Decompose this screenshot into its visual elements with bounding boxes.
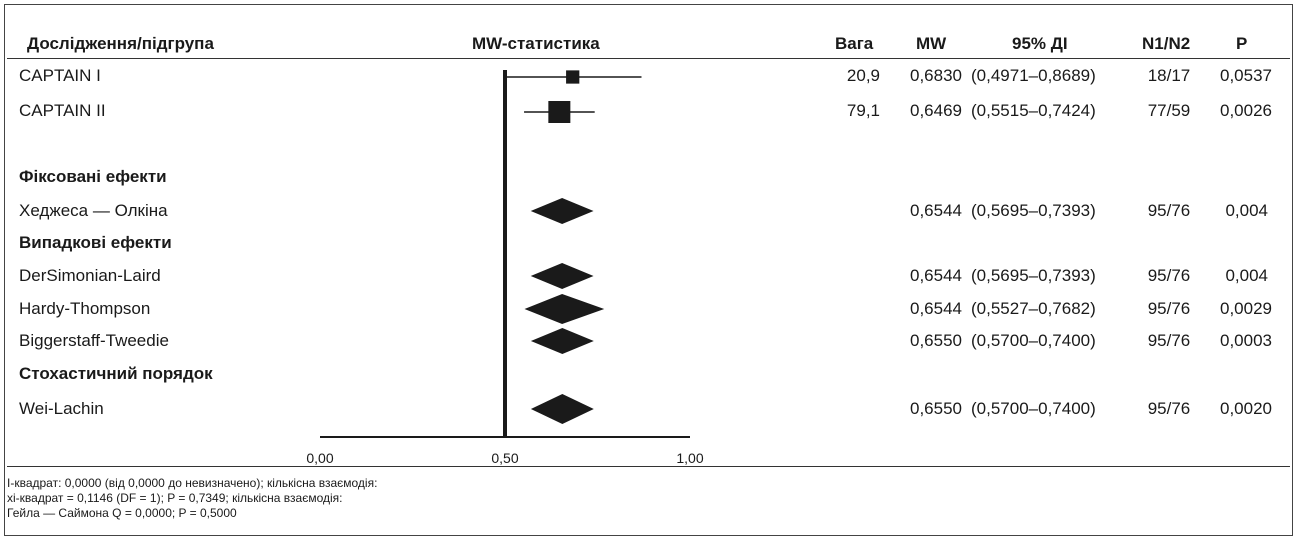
header-stat: MW-статистика: [472, 34, 600, 53]
header-ci: 95% ДІ: [1012, 34, 1068, 53]
row-label-captain-2: CAPTAIN II: [19, 101, 106, 120]
row-mw: 0,6550: [910, 399, 962, 418]
header-divider: [7, 58, 1290, 59]
x-tick-label: 1,00: [676, 450, 703, 466]
header-p: P: [1236, 34, 1248, 53]
footer-divider: [7, 466, 1290, 467]
row-n: 95/76: [1147, 201, 1191, 220]
row-n: 95/76: [1147, 399, 1191, 418]
row-ci: (0,4971–0,8689): [971, 66, 1096, 85]
row-p: 0,0020: [1220, 399, 1272, 418]
row-label-captain-1: CAPTAIN I: [19, 66, 101, 85]
section-stochastic-order: Стохастичний порядок: [19, 364, 213, 383]
row-n: 95/76: [1147, 331, 1191, 350]
row-label-hedges-olkin: Хеджеса — Олкіна: [19, 201, 168, 220]
row-label-dersimonian-laird: DerSimonian-Laird: [19, 266, 161, 285]
pooled-diamond: [530, 394, 594, 424]
row-p: 0,0003: [1220, 331, 1272, 350]
x-tick-label: 0,50: [491, 450, 518, 466]
row-p: 0,0537: [1220, 66, 1272, 85]
row-label-biggerstaff-tweedie: Biggerstaff-Tweedie: [19, 331, 169, 350]
header-n: N1/N2: [1142, 34, 1191, 53]
row-p: 0,004: [1225, 266, 1268, 285]
row-ci: (0,5695–0,7393): [971, 266, 1096, 285]
row-label-wei-lachin: Wei-Lachin: [19, 399, 104, 418]
row-weight: 20,9: [846, 66, 880, 85]
row-mw: 0,6830: [910, 66, 962, 85]
study-marker: [548, 101, 571, 123]
row-mw: 0,6544: [910, 201, 962, 220]
row-mw: 0,6550: [910, 331, 962, 350]
header-study: Дослідження/підгрупа: [27, 34, 214, 53]
section-fixed-effects: Фіксовані ефекти: [19, 167, 167, 186]
row-label-hardy-thompson: Hardy-Thompson: [19, 299, 151, 318]
footer-line-chi-square: хі-квадрат = 0,1146 (DF = 1); P = 0,7349…: [7, 491, 343, 505]
row-ci: (0,5695–0,7393): [971, 201, 1096, 220]
row-n: 18/17: [1147, 66, 1191, 85]
header-mw: MW: [916, 34, 947, 53]
footer-line-heterogeneity: I-квадрат: 0,0000 (від 0,0000 до невизна…: [7, 476, 378, 490]
row-p: 0,0026: [1220, 101, 1272, 120]
figure-frame: [4, 4, 1293, 536]
x-tick-label: 0,00: [306, 450, 333, 466]
footer-line-gail-simon: Гейла — Саймона Q = 0,0000; P = 0,5000: [7, 506, 237, 520]
pooled-diamond: [530, 328, 594, 354]
row-n: 95/76: [1147, 299, 1191, 318]
section-random-effects: Випадкові ефекти: [19, 233, 172, 252]
pooled-diamond: [524, 294, 605, 324]
row-p: 0,0029: [1220, 299, 1272, 318]
pooled-diamond: [530, 263, 594, 289]
study-marker: [566, 70, 580, 84]
row-n: 77/59: [1147, 101, 1191, 120]
row-mw: 0,6469: [910, 101, 962, 120]
row-n: 95/76: [1147, 266, 1191, 285]
header-weight: Вага: [835, 34, 874, 53]
row-mw: 0,6544: [910, 299, 962, 318]
row-weight: 79,1: [846, 101, 880, 120]
row-ci: (0,5700–0,7400): [971, 399, 1096, 418]
row-mw: 0,6544: [910, 266, 962, 285]
row-ci: (0,5515–0,7424): [971, 101, 1096, 120]
row-ci: (0,5527–0,7682): [971, 299, 1096, 318]
row-ci: (0,5700–0,7400): [971, 331, 1096, 350]
pooled-diamond: [530, 198, 594, 224]
row-p: 0,004: [1225, 201, 1268, 220]
